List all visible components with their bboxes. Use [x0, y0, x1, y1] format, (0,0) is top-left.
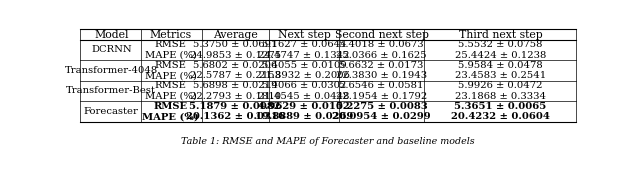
Text: Model: Model	[94, 30, 129, 40]
Text: Transformer-4048: Transformer-4048	[65, 66, 158, 75]
Text: RMSE: RMSE	[155, 81, 187, 90]
Text: 22.5787 ± 0.2153: 22.5787 ± 0.2153	[189, 71, 281, 80]
Text: 4.9629 ± 0.0102: 4.9629 ± 0.0102	[259, 102, 350, 111]
Text: RMSE: RMSE	[155, 40, 187, 49]
Text: Forecaster: Forecaster	[84, 107, 139, 116]
Text: Transformer-Best: Transformer-Best	[67, 87, 156, 95]
Text: 24.9853 ± 0.1275: 24.9853 ± 0.1275	[189, 51, 281, 59]
Text: Average: Average	[213, 30, 258, 40]
Text: 5.9584 ± 0.0478: 5.9584 ± 0.0478	[458, 61, 543, 70]
Text: MAPE (%): MAPE (%)	[145, 71, 196, 80]
Text: 5.2275 ± 0.0083: 5.2275 ± 0.0083	[336, 102, 428, 111]
Text: Metrics: Metrics	[150, 30, 192, 40]
Text: 24.4747 ± 0.1342: 24.4747 ± 0.1342	[259, 51, 350, 59]
Text: 23.4583 ± 0.2541: 23.4583 ± 0.2541	[455, 71, 546, 80]
Text: 5.6546 ± 0.0581: 5.6546 ± 0.0581	[339, 81, 424, 90]
Text: 5.4055 ± 0.0109: 5.4055 ± 0.0109	[262, 61, 347, 70]
Text: 5.9926 ± 0.0472: 5.9926 ± 0.0472	[458, 81, 543, 90]
Text: 20.1362 ± 0.0316: 20.1362 ± 0.0316	[186, 112, 285, 121]
Text: 21.4545 ± 0.0448: 21.4545 ± 0.0448	[259, 92, 350, 101]
Text: 5.4018 ± 0.0673: 5.4018 ± 0.0673	[339, 40, 424, 49]
Text: 20.0954 ± 0.0299: 20.0954 ± 0.0299	[332, 112, 431, 121]
Text: 5.5532 ± 0.0758: 5.5532 ± 0.0758	[458, 40, 543, 49]
Text: 22.1954 ± 0.1792: 22.1954 ± 0.1792	[336, 92, 427, 101]
Text: DCRNN: DCRNN	[91, 45, 132, 54]
Text: Table 1: RMSE and MAPE of Forecaster and baseline models: Table 1: RMSE and MAPE of Forecaster and…	[181, 137, 475, 146]
Text: 5.3750 ± 0.0691: 5.3750 ± 0.0691	[193, 40, 278, 49]
Text: RMSE: RMSE	[154, 102, 188, 111]
Text: Second next step: Second next step	[335, 30, 429, 40]
Text: 5.1879 ± 0.0082: 5.1879 ± 0.0082	[189, 102, 281, 111]
Text: Next step: Next step	[278, 30, 331, 40]
Text: 22.3830 ± 0.1943: 22.3830 ± 0.1943	[336, 71, 427, 80]
Text: 23.1868 ± 0.3334: 23.1868 ± 0.3334	[455, 92, 546, 101]
Text: 5.6898 ± 0.0219: 5.6898 ± 0.0219	[193, 81, 278, 90]
Text: 20.4232 ± 0.0604: 20.4232 ± 0.0604	[451, 112, 550, 121]
Text: 5.6632 ± 0.0173: 5.6632 ± 0.0173	[339, 61, 424, 70]
Text: 22.2793 ± 0.1810: 22.2793 ± 0.1810	[189, 92, 281, 101]
Text: RMSE: RMSE	[155, 61, 187, 70]
Text: MAPE (%): MAPE (%)	[145, 51, 196, 59]
Text: 5.4066 ± 0.0302: 5.4066 ± 0.0302	[262, 81, 346, 90]
Text: 5.1627 ± 0.0644: 5.1627 ± 0.0644	[262, 40, 346, 49]
Text: 25.0366 ± 0.1625: 25.0366 ± 0.1625	[336, 51, 427, 59]
Text: MAPE (%): MAPE (%)	[145, 92, 196, 101]
Text: 25.4424 ± 0.1238: 25.4424 ± 0.1238	[455, 51, 547, 59]
Text: 5.6802 ± 0.0206: 5.6802 ± 0.0206	[193, 61, 277, 70]
Text: MAPE (%): MAPE (%)	[142, 112, 199, 121]
Text: 19.8889 ± 0.0269: 19.8889 ± 0.0269	[255, 112, 353, 121]
Text: 21.8932 ± 0.2006: 21.8932 ± 0.2006	[259, 71, 349, 80]
Text: 5.3651 ± 0.0065: 5.3651 ± 0.0065	[454, 102, 547, 111]
Text: Third next step: Third next step	[459, 30, 543, 40]
